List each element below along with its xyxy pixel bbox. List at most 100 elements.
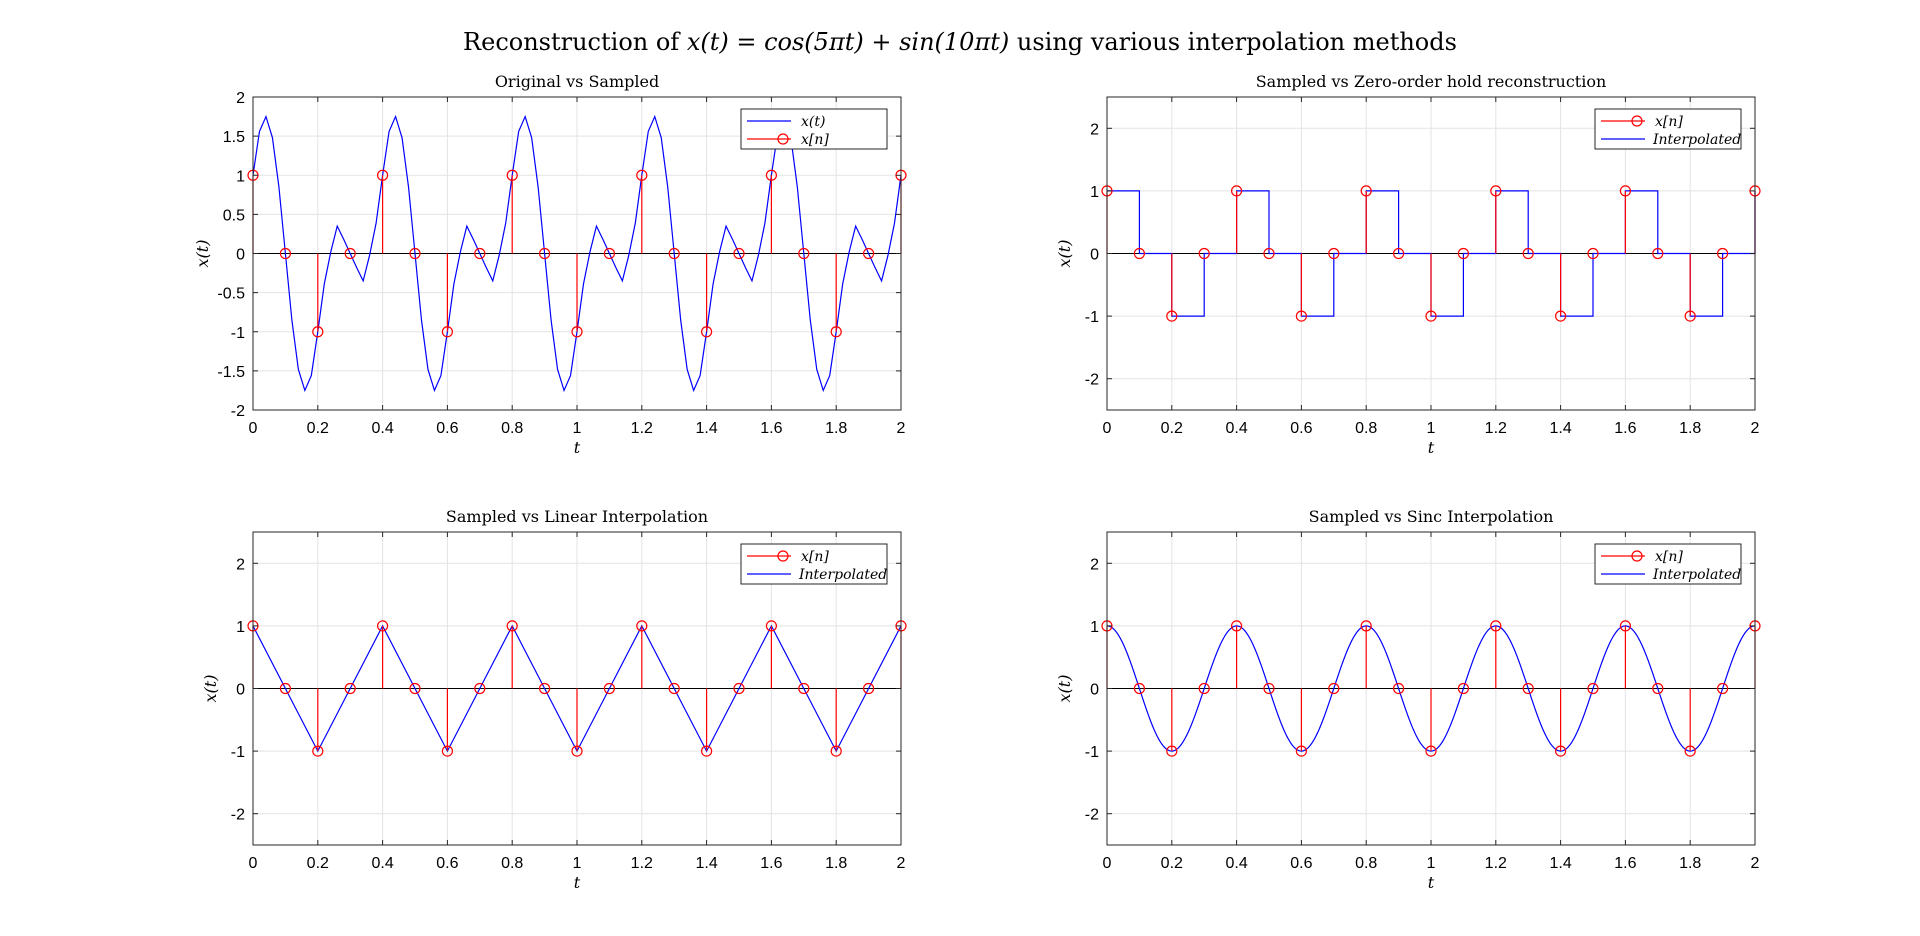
y-axis-label: x(t) bbox=[1055, 240, 1074, 268]
x-tick-label: 0.2 bbox=[1161, 855, 1183, 872]
y-axis-label: x(t) bbox=[201, 675, 220, 703]
legend-box bbox=[1594, 543, 1742, 585]
y-tick-label: 2 bbox=[236, 556, 245, 573]
legend: x[n] Interpolated bbox=[1594, 543, 1742, 585]
stem-marker bbox=[1133, 247, 1146, 260]
x-tick-label: 2 bbox=[897, 420, 906, 437]
stem-marker bbox=[409, 247, 421, 260]
stem-marker bbox=[1392, 247, 1405, 260]
figure-title-prefix: Reconstruction of bbox=[463, 28, 680, 56]
stem-marker bbox=[1425, 310, 1437, 322]
y-tick-label: -0.5 bbox=[217, 286, 245, 303]
stem-marker bbox=[1360, 185, 1372, 197]
axes-title: Sampled vs Zero-order hold reconstructio… bbox=[1256, 72, 1607, 91]
stem-marker bbox=[1652, 247, 1664, 260]
legend-label: x[n] bbox=[801, 132, 829, 148]
stem-marker bbox=[1230, 620, 1243, 632]
stem-marker bbox=[377, 620, 389, 632]
stem-marker bbox=[636, 620, 648, 632]
y-tick-label: 0.5 bbox=[223, 207, 245, 224]
stem-marker bbox=[1263, 682, 1275, 695]
stem-marker bbox=[1587, 682, 1599, 695]
x-tick-label: 1.2 bbox=[631, 420, 653, 437]
x-tick-label: 1.8 bbox=[1679, 420, 1701, 437]
y-tick-label: 1 bbox=[236, 619, 245, 636]
stem-marker bbox=[1133, 682, 1146, 695]
stem-marker bbox=[1295, 310, 1308, 322]
stem-marker bbox=[1684, 745, 1696, 757]
stem-marker bbox=[603, 682, 616, 695]
x-tick-label: 1.8 bbox=[825, 420, 847, 437]
x-tick-label: 0.4 bbox=[371, 855, 393, 872]
legend-swatch-marker bbox=[777, 133, 789, 145]
stem-marker bbox=[377, 169, 389, 181]
stem-marker bbox=[1587, 247, 1599, 260]
x-tick-label: 0 bbox=[1103, 855, 1112, 872]
stem-marker bbox=[506, 169, 518, 181]
legend: x[n] Interpolated bbox=[1594, 108, 1742, 150]
stem-marker bbox=[668, 247, 680, 260]
y-tick-label: 1 bbox=[236, 168, 245, 185]
stem-marker bbox=[733, 247, 745, 260]
stem-marker bbox=[668, 682, 680, 695]
stem-marker bbox=[830, 326, 842, 338]
stem-marker bbox=[1554, 310, 1567, 322]
axes-title: Sampled vs Linear Interpolation bbox=[446, 507, 708, 526]
x-tick-label: 1.6 bbox=[760, 855, 782, 872]
x-tick-label: 0.4 bbox=[1225, 420, 1247, 437]
stem-marker bbox=[1490, 185, 1502, 197]
legend-label: Interpolated bbox=[1652, 132, 1741, 148]
stem-marker bbox=[1684, 310, 1696, 322]
stem-marker bbox=[279, 682, 291, 695]
y-tick-label: -1 bbox=[231, 325, 245, 342]
x-tick-label: 0.4 bbox=[1225, 855, 1247, 872]
x-tick-label: 2 bbox=[897, 855, 906, 872]
y-tick-label: 0 bbox=[236, 682, 245, 699]
x-tick-label: 1 bbox=[1427, 420, 1436, 437]
stem-marker bbox=[1522, 682, 1534, 695]
figure-title-suffix: using various interpolation methods bbox=[1016, 28, 1457, 56]
stem-marker bbox=[1295, 745, 1308, 757]
y-tick-label: 2 bbox=[1090, 556, 1099, 573]
x-tick-label: 1.6 bbox=[760, 420, 782, 437]
x-tick-label: 1.4 bbox=[695, 420, 717, 437]
x-tick-label: 0.4 bbox=[371, 420, 393, 437]
x-axis-label: t bbox=[574, 438, 581, 457]
legend-swatch-marker bbox=[777, 550, 789, 562]
chart-panel-1: 0 0.2 0.4 0.6 0.8 1 1.2 1.4 1.6 1.8 2 -2 -1.5 -1 -0.5 0… bbox=[193, 72, 907, 457]
legend-box bbox=[1594, 108, 1742, 150]
y-axis-label: x(t) bbox=[1055, 675, 1074, 703]
stem-marker bbox=[1554, 745, 1567, 757]
x-tick-label: 0.2 bbox=[307, 420, 329, 437]
x-tick-label: 0.6 bbox=[1290, 855, 1312, 872]
stem-marker bbox=[733, 682, 745, 695]
x-tick-label: 1.4 bbox=[1549, 855, 1571, 872]
x-tick-label: 1.4 bbox=[1549, 420, 1571, 437]
x-tick-label: 1.6 bbox=[1614, 420, 1636, 437]
x-tick-label: 0.6 bbox=[436, 420, 458, 437]
y-tick-label: 0 bbox=[236, 247, 245, 264]
x-tick-label: 0 bbox=[1103, 420, 1112, 437]
stem-marker bbox=[1263, 247, 1275, 260]
x-tick-label: 0 bbox=[249, 420, 258, 437]
legend-box bbox=[740, 543, 888, 585]
legend-label: x[n] bbox=[801, 549, 829, 565]
stem-marker bbox=[1328, 682, 1340, 695]
x-tick-label: 0.2 bbox=[1161, 420, 1183, 437]
y-tick-label: 2 bbox=[236, 90, 245, 107]
legend-label: Interpolated bbox=[1652, 567, 1741, 583]
x-tick-label: 1.4 bbox=[695, 855, 717, 872]
legend-label: x[n] bbox=[1655, 549, 1683, 565]
stem-marker bbox=[312, 745, 324, 757]
legend-label: x(t) bbox=[801, 114, 825, 130]
stem-marker bbox=[571, 326, 583, 338]
x-tick-label: 1.2 bbox=[1485, 855, 1507, 872]
stem-marker bbox=[603, 247, 616, 260]
stem-marker bbox=[798, 682, 810, 695]
stem-marker bbox=[765, 620, 778, 632]
y-tick-label: -2 bbox=[231, 403, 245, 420]
stem-marker bbox=[1652, 682, 1664, 695]
stem-marker bbox=[1457, 247, 1470, 260]
x-tick-label: 1 bbox=[573, 420, 582, 437]
